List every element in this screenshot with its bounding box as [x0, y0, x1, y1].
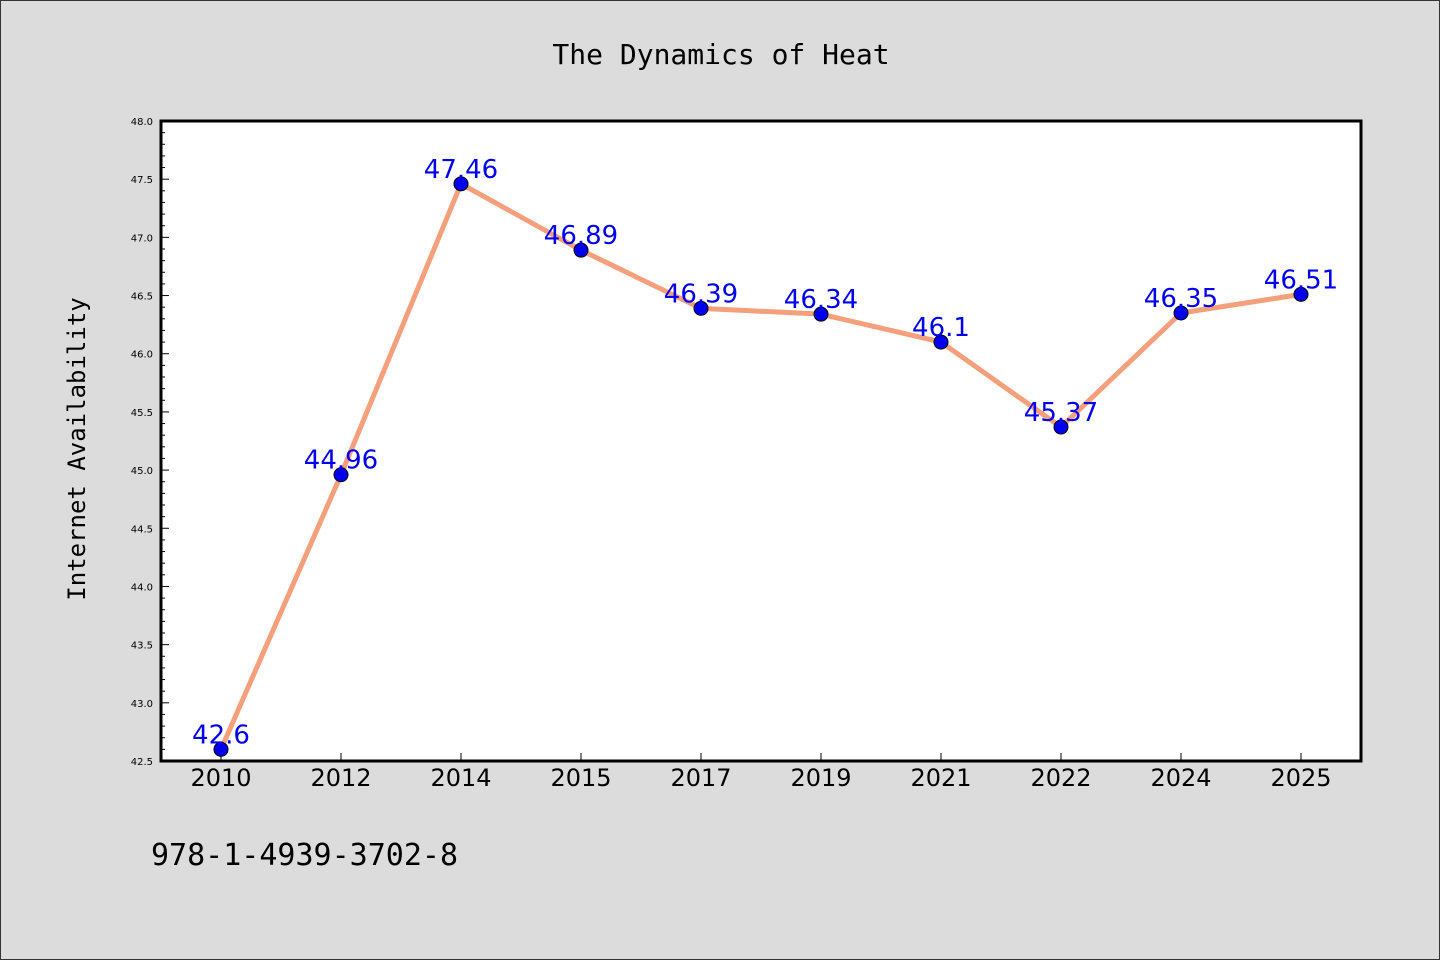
y-tick-label: 47.0 [131, 233, 153, 244]
x-tick-label: 2012 [310, 764, 371, 792]
x-tick-label: 2017 [670, 764, 731, 792]
x-tick-label: 2025 [1270, 764, 1331, 792]
data-point [933, 334, 949, 350]
chart-title: The Dynamics of Heat [552, 38, 889, 71]
data-label: 44.96 [304, 446, 378, 476]
data-label: 47.46 [424, 155, 498, 185]
y-tick-label: 48.0 [131, 117, 153, 128]
data-point [693, 300, 709, 316]
data-label: 46.34 [784, 285, 858, 315]
y-tick-label: 45.0 [131, 466, 153, 477]
x-tick-label: 2021 [910, 764, 971, 792]
x-axis: 2010 2012 2014 2015 2017 2019 2021 2022 2024 2025 [190, 753, 1332, 792]
data-point [213, 741, 229, 757]
x-tick-label: 2022 [1030, 764, 1091, 792]
y-tick-label: 46.5 [131, 292, 153, 303]
x-tick-label: 2015 [550, 764, 611, 792]
y-tick-label: 42.5 [131, 757, 153, 768]
x-tick-label: 2024 [1150, 764, 1211, 792]
data-point [573, 242, 589, 258]
data-point [453, 176, 469, 192]
data-label: 46.89 [544, 221, 618, 251]
y-tick-label: 44.0 [131, 582, 153, 593]
data-label: 42.6 [192, 720, 250, 750]
data-point [1053, 419, 1069, 435]
data-point [813, 306, 829, 322]
data-label: 46.51 [1264, 265, 1338, 295]
data-label: 46.35 [1144, 284, 1218, 314]
data-point [333, 467, 349, 483]
series-layer: 42.6 44.96 47.46 46.89 46.39 46.34 46.1 45.37 46… [192, 155, 1338, 757]
y-tick-label: 43.5 [131, 641, 153, 652]
x-tick-label: 2014 [430, 764, 491, 792]
footer-code: 978-1-4939-3702-8 [151, 838, 458, 873]
data-label: 45.37 [1024, 398, 1098, 428]
y-tick-label: 46.0 [131, 350, 153, 361]
x-tick-label: 2019 [790, 764, 851, 792]
series-line [218, 181, 1304, 752]
y-tick-label: 47.5 [131, 175, 153, 186]
y-tick-label: 43.0 [131, 699, 153, 710]
plot-area [159, 119, 1363, 763]
x-tick-label: 2010 [190, 764, 251, 792]
y-tick-label: 45.5 [131, 408, 153, 419]
data-point [1293, 286, 1309, 302]
y-axis: 42.5 43.0 43.5 44.0 44.5 45.0 45.5 46.0 46.5 47.0… [131, 117, 169, 768]
data-label: 46.39 [664, 279, 738, 309]
y-axis-label: Internet Availability [63, 297, 91, 600]
y-tick-label: 44.5 [131, 524, 153, 535]
data-label: 46.1 [912, 313, 970, 343]
data-point [1173, 305, 1189, 321]
